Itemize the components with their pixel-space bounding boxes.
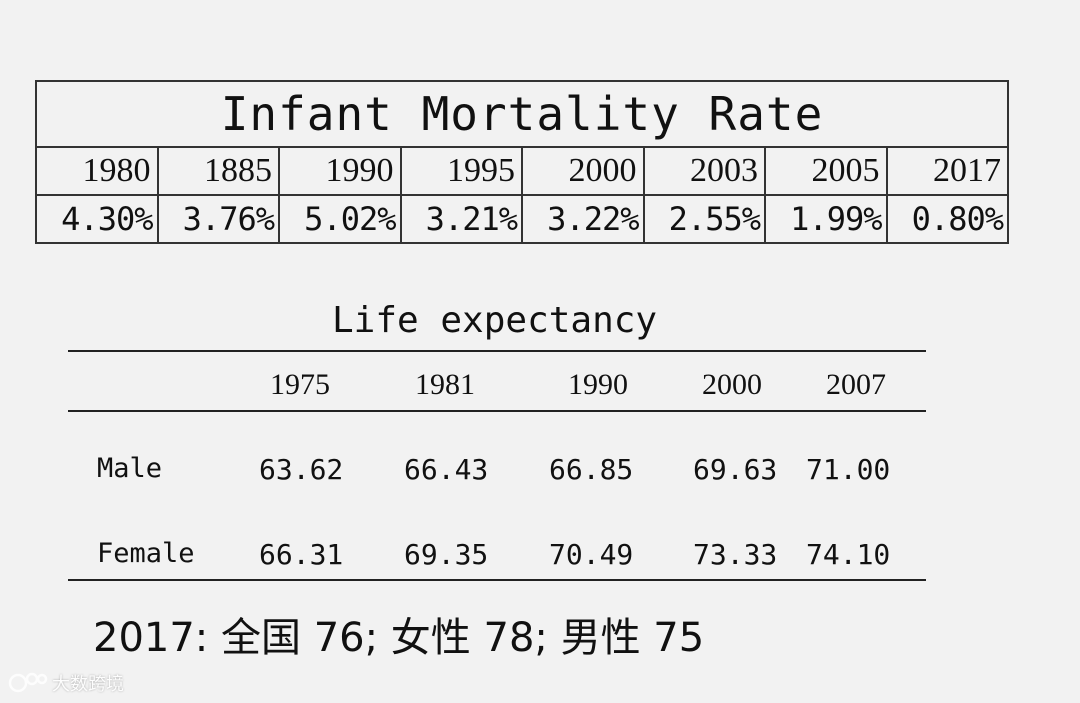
imr-rate: 0.80% xyxy=(885,194,1009,244)
le-value: 74.10 xyxy=(806,538,891,571)
le-row-label-male: Male xyxy=(97,453,163,484)
imr-title-row: Infant Mortality Rate xyxy=(35,80,1009,148)
imr-rate: 3.22% xyxy=(521,194,645,244)
le-row-label-female: Female xyxy=(97,538,195,569)
watermark-text: 大数跨境 xyxy=(52,674,124,695)
imr-rate: 3.21% xyxy=(399,194,523,244)
imr-rate: 5.02% xyxy=(278,194,402,244)
imr-rate-row: 4.30% 3.76% 5.02% 3.21% 3.22% 2.55% 1.99… xyxy=(35,194,1009,244)
le-year-header: 2000 xyxy=(702,368,762,401)
imr-year: 1995 xyxy=(399,146,523,196)
imr-year: 1980 xyxy=(35,146,159,196)
le-value: 70.49 xyxy=(549,538,634,571)
imr-year-row: 1980 1885 1990 1995 2000 2003 2005 2017 xyxy=(35,146,1009,196)
le-value: 66.85 xyxy=(549,453,634,486)
life-expectancy-title: Life expectancy xyxy=(332,300,658,341)
le-year-header: 2007 xyxy=(826,368,886,401)
watermark: 大数跨境 xyxy=(8,670,124,696)
imr-year: 2005 xyxy=(764,146,888,196)
le-value: 69.35 xyxy=(404,538,489,571)
le-value: 63.62 xyxy=(259,453,344,486)
le-value: 73.33 xyxy=(693,538,778,571)
imr-title: Infant Mortality Rate xyxy=(35,80,1009,148)
le-value: 66.31 xyxy=(259,538,344,571)
imr-year: 1990 xyxy=(278,146,402,196)
summary-note: 2017: 全国 76; 女性 78; 男性 75 xyxy=(93,615,705,661)
le-year-header: 1981 xyxy=(415,368,475,401)
imr-rate: 4.30% xyxy=(35,194,159,244)
imr-rate: 1.99% xyxy=(764,194,888,244)
table-rule-bottom xyxy=(68,579,926,581)
le-value: 71.00 xyxy=(806,453,891,486)
table-rule-top xyxy=(68,350,926,352)
table-rule-middle xyxy=(68,410,926,412)
imr-year: 1885 xyxy=(156,146,280,196)
le-value: 66.43 xyxy=(404,453,489,486)
imr-year: 2000 xyxy=(521,146,645,196)
imr-year: 2003 xyxy=(642,146,766,196)
imr-year: 2017 xyxy=(885,146,1009,196)
watermark-logo-icon xyxy=(8,672,48,693)
infant-mortality-table: Infant Mortality Rate 1980 1885 1990 199… xyxy=(35,80,1009,244)
le-year-header: 1975 xyxy=(270,368,330,401)
imr-rate: 2.55% xyxy=(642,194,766,244)
le-year-header: 1990 xyxy=(568,368,628,401)
imr-rate: 3.76% xyxy=(156,194,280,244)
le-value: 69.63 xyxy=(693,453,778,486)
